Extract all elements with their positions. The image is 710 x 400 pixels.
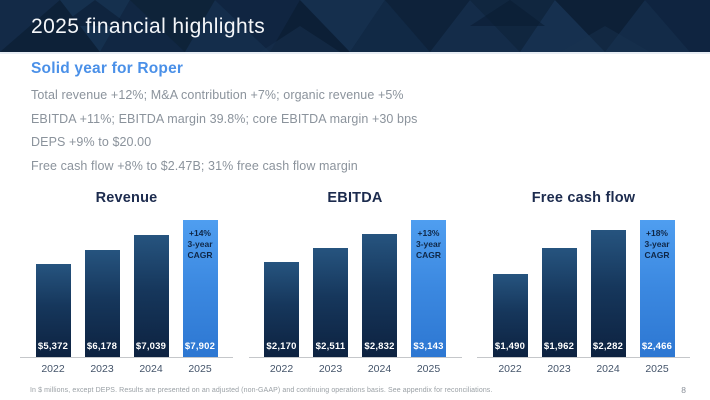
highlight-ebitda: EBITDA +11%; EBITDA margin 39.8%; core E… [31, 111, 418, 126]
x-tick-free-cash-flow-2022: 2022 [498, 363, 522, 375]
footnote: In $ millions, except DEPS. Results are … [30, 387, 493, 394]
bar-value-revenue-2023: $6,178 [86, 341, 118, 352]
x-axis-labels-free-cash-flow: 2022 2023 2024 2025 [477, 363, 690, 375]
bar-ebitda-2022: $2,170 [264, 262, 299, 357]
chart-ebitda: EBITDA $2,170 $2,511 $2,832 +13% 3-year CAGR… [248, 190, 462, 375]
chart-title-ebitda: EBITDA [327, 190, 383, 206]
x-tick-revenue-2025: 2025 [188, 363, 212, 375]
bar-revenue-2025: +14% 3-year CAGR $7,902 [182, 220, 218, 357]
x-tick-revenue-2022: 2022 [41, 363, 65, 375]
highlight-fcf: Free cash flow +8% to $2.47B; 31% free c… [31, 158, 358, 173]
bar-revenue-2023: $6,178 [84, 250, 120, 357]
bar-value-ebitda-2023: $2,511 [315, 341, 346, 352]
highlight-revenue: Total revenue +12%; M&A contribution +7%… [31, 88, 404, 102]
chart-plot-free-cash-flow: $1,490 $1,962 $2,282 +18% 3-year CAGR $2,466 [477, 219, 690, 358]
bar-revenue-2024: $7,039 [133, 235, 169, 357]
header: 2025 financial highlights [0, 0, 710, 54]
bar-value-free-cash-flow-2023: $1,962 [543, 341, 575, 352]
chart-plot-ebitda: $2,170 $2,511 $2,832 +13% 3-year CAGR $3,143 [248, 219, 462, 358]
bar-ebitda-2025: +13% 3-year CAGR $3,143 [411, 220, 446, 357]
x-tick-ebitda-2025: 2025 [416, 363, 441, 375]
slide-subtitle: Solid year for Roper [31, 60, 184, 77]
bar-ebitda-2023: $2,511 [313, 248, 348, 357]
chart-free-cash-flow: Free cash flow $1,490 $1,962 $2,282 +18% 3-y… [477, 190, 690, 375]
bar-value-free-cash-flow-2022: $1,490 [494, 341, 526, 352]
bar-free-cash-flow-2024: $2,282 [590, 230, 626, 357]
bar-value-revenue-2024: $7,039 [135, 341, 167, 352]
chart-revenue: Revenue $5,372 $6,178 $7,039 +14% 3-year CAG… [20, 190, 233, 375]
bar-value-ebitda-2022: $2,170 [266, 341, 297, 352]
x-axis-labels-ebitda: 2022 2023 2024 2025 [249, 363, 462, 375]
chart-title-free-cash-flow: Free cash flow [531, 190, 636, 206]
bar-free-cash-flow-2023: $1,962 [541, 248, 577, 357]
x-tick-free-cash-flow-2024: 2024 [596, 363, 620, 375]
x-tick-ebitda-2023: 2023 [318, 363, 343, 375]
slide-title: 2025 financial highlights [31, 15, 266, 38]
x-tick-ebitda-2024: 2024 [367, 363, 392, 375]
header-pattern [0, 0, 710, 52]
x-tick-free-cash-flow-2025: 2025 [645, 363, 669, 375]
x-tick-free-cash-flow-2023: 2023 [547, 363, 571, 375]
bar-value-free-cash-flow-2024: $2,282 [592, 341, 624, 352]
page-number: 8 [681, 385, 686, 395]
x-tick-revenue-2023: 2023 [90, 363, 114, 375]
bar-value-revenue-2022: $5,372 [37, 341, 69, 352]
x-tick-ebitda-2022: 2022 [269, 363, 294, 375]
bar-value-revenue-2025: $7,902 [184, 341, 216, 352]
bar-value-ebitda-2025: $3,143 [413, 341, 444, 352]
chart-title-revenue: Revenue [95, 190, 158, 206]
bar-value-free-cash-flow-2025: $2,466 [641, 341, 673, 352]
bar-free-cash-flow-2022: $1,490 [492, 274, 528, 357]
cagr-annotation-revenue: +14% 3-year CAGR [187, 228, 213, 261]
highlights-list: Total revenue +12%; M&A contribution +7%… [31, 88, 418, 182]
chart-plot-revenue: $5,372 $6,178 $7,039 +14% 3-year CAGR $7,902 [20, 219, 233, 358]
highlight-deps: DEPS +9% to $20.00 [31, 135, 152, 149]
charts-row: Revenue $5,372 $6,178 $7,039 +14% 3-year CAG… [20, 190, 690, 375]
cagr-annotation-ebitda: +13% 3-year CAGR [415, 228, 442, 261]
bar-ebitda-2024: $2,832 [362, 234, 397, 357]
x-tick-revenue-2024: 2024 [139, 363, 163, 375]
bar-value-ebitda-2024: $2,832 [364, 341, 395, 352]
x-axis-labels-revenue: 2022 2023 2024 2025 [20, 363, 233, 375]
bar-revenue-2022: $5,372 [35, 264, 71, 357]
bar-free-cash-flow-2025: +18% 3-year CAGR $2,466 [639, 220, 675, 357]
cagr-annotation-free-cash-flow: +18% 3-year CAGR [644, 228, 670, 261]
